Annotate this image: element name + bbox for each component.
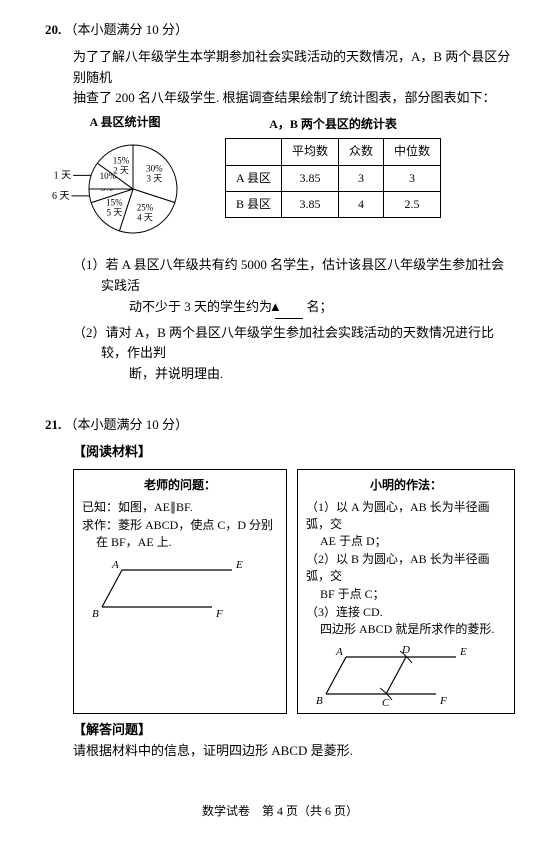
svg-text:1 天: 1 天: [54, 171, 72, 182]
fill-blank: ▲: [275, 297, 303, 319]
q20-part2-line2: 断，并说明理由.: [101, 366, 223, 381]
teacher-box: 老师的问题： 已知：如图，AE∥BF. 求作：菱形 ABCD，使点 C，D 分别…: [73, 469, 287, 715]
q20-part2-line1: （2）请对 A，B 两个县区八年级学生参加社会实践活动的天数情况进行比较，作出判: [73, 325, 494, 361]
q20-number: 20.: [45, 22, 61, 37]
teacher-l1: 已知：如图，AE∥BF.: [82, 500, 193, 514]
pie-chart: A 县区统计图 30%3 天25%4 天15%5 天5%10%15%2 天1 天…: [45, 115, 205, 249]
student-l2: （2）以 B 为圆心，AB 长为半径画弧，交: [306, 552, 490, 583]
q21-boxes: 老师的问题： 已知：如图，AE∥BF. 求作：菱形 ABCD，使点 C，D 分别…: [73, 469, 515, 715]
q20-part1: （1）若 A 县区八年级共有约 5000 名学生，估计该县区八年级学生参加社会实…: [73, 255, 515, 318]
svg-text:4 天: 4 天: [137, 213, 153, 223]
stats-table: 平均数众数中位数A 县区3.8533B 县区3.8542.5: [225, 138, 441, 218]
svg-text:B: B: [92, 608, 99, 620]
page-footer: 数学试卷 第 4 页（共 6 页）: [45, 802, 515, 821]
svg-text:F: F: [215, 608, 223, 620]
pie-title: A 县区统计图: [45, 113, 205, 132]
q21-points: （本小题满分 10 分）: [65, 417, 189, 432]
svg-text:E: E: [459, 646, 467, 658]
student-l3: （3）连接 CD.: [306, 605, 383, 619]
svg-text:B: B: [316, 695, 323, 707]
q20-intro2: 抽查了 200 名八年级学生. 根据调查结果绘制了统计图表，部分图表如下：: [73, 88, 515, 109]
svg-text:2 天: 2 天: [113, 166, 129, 176]
student-box: 小明的作法： （1）以 A 为圆心，AB 长为半径画弧，交 AE 于点 D； （…: [297, 469, 515, 715]
svg-text:5 天: 5 天: [106, 208, 122, 218]
q20-intro1: 为了了解八年级学生本学期参加社会实践活动的天数情况，A，B 两个县区分别随机: [73, 47, 515, 89]
student-l1b: AE 于点 D；: [320, 534, 387, 548]
svg-text:15%: 15%: [113, 156, 130, 166]
student-l2b: BF 于点 C；: [320, 587, 385, 601]
table-title: A，B 两个县区的统计表: [225, 115, 441, 134]
teacher-title: 老师的问题：: [82, 476, 278, 495]
svg-text:A: A: [111, 559, 119, 571]
parallelogram-left: A E B F: [82, 552, 252, 622]
svg-text:C: C: [382, 697, 390, 709]
teacher-l3: 在 BF，AE 上.: [96, 535, 172, 549]
svg-text:15%: 15%: [106, 198, 123, 208]
svg-text:E: E: [235, 559, 243, 571]
q21-final: 请根据材料中的信息，证明四边形 ABCD 是菱形.: [73, 741, 515, 762]
q20-part2: （2）请对 A，B 两个县区八年级学生参加社会实践活动的天数情况进行比较，作出判…: [73, 323, 515, 385]
q21-number: 21.: [45, 417, 61, 432]
parallelogram-right: A E B F D C: [306, 639, 506, 709]
student-l1: （1）以 A 为圆心，AB 长为半径画弧，交: [306, 500, 490, 531]
svg-text:F: F: [439, 695, 447, 707]
teacher-l2: 求作：菱形 ABCD，使点 C，D 分别: [82, 518, 273, 532]
svg-text:6 天: 6 天: [52, 191, 70, 202]
student-title: 小明的作法：: [306, 476, 506, 495]
svg-text:30%: 30%: [146, 164, 163, 174]
stats-table-wrap: A，B 两个县区的统计表 平均数众数中位数A 县区3.8533B 县区3.854…: [225, 115, 441, 218]
q20-part1-line1: （1）若 A 县区八年级共有约 5000 名学生，估计该县区八年级学生参加社会实…: [73, 257, 504, 293]
svg-text:D: D: [401, 644, 410, 656]
q21-answer-label: 【解答问题】: [73, 720, 515, 741]
student-l4: 四边形 ABCD 就是所求作的菱形.: [320, 622, 494, 636]
svg-text:A: A: [335, 646, 343, 658]
q21-header: 21. （本小题满分 10 分）: [45, 415, 515, 436]
svg-text:3 天: 3 天: [146, 174, 162, 184]
svg-text:25%: 25%: [137, 203, 154, 213]
q20-part1-line2a: 动不少于 3 天的学生约为: [129, 299, 272, 314]
q20-figures-row: A 县区统计图 30%3 天25%4 天15%5 天5%10%15%2 天1 天…: [45, 115, 515, 249]
q21-read-label: 【阅读材料】: [73, 442, 515, 463]
q20-part1-line2b: 名；: [307, 299, 333, 314]
q20-points: （本小题满分 10 分）: [65, 22, 189, 37]
q20-header: 20. （本小题满分 10 分）: [45, 20, 515, 41]
